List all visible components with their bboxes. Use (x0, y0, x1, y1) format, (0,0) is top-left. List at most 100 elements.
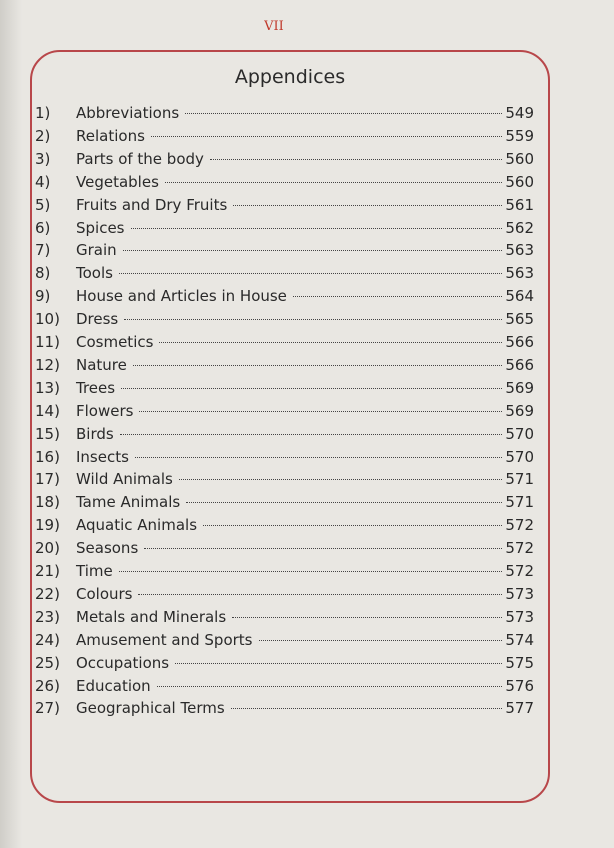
section-title: Appendices (234, 66, 346, 88)
entry-page: 566 (505, 333, 534, 351)
entry-label: Amusement and Sports (76, 630, 253, 649)
entry-page: 565 (505, 310, 534, 329)
entry-number: 23) (35, 607, 60, 626)
contents-entry: 13) Trees 569 (35, 379, 534, 401)
entry-page: 576 (505, 676, 534, 695)
entry-page: 574 (505, 630, 534, 649)
entry-page: 566 (505, 355, 534, 374)
contents-entry: 19) Aquatic Animals 572 (35, 516, 534, 538)
dot-leader (159, 342, 503, 343)
entry-page: 570 (505, 447, 534, 466)
entry-label: Wild Animals (76, 470, 173, 489)
entry-number: 5) (35, 195, 51, 214)
entry-label: Tame Animals (76, 493, 181, 512)
entry-number: 16) (35, 447, 60, 466)
entry-page: 563 (505, 241, 534, 260)
entry-label: Dress (76, 310, 119, 329)
dot-leader (122, 250, 503, 252)
dot-leader (164, 181, 503, 183)
contents-frame (30, 50, 550, 803)
entry-label: Colours (76, 584, 133, 603)
entry-number: 6) (35, 218, 51, 237)
entry-label: Parts of the body (76, 149, 204, 168)
contents-entry: 15) Birds 570 (35, 425, 534, 447)
entry-page: 577 (505, 699, 534, 718)
contents-entry: 11) Cosmetics 566 (35, 333, 534, 355)
entry-label: Grain (76, 241, 117, 260)
entry-label: House and Articles in House (76, 287, 287, 306)
contents-entry: 4) Vegetables 560 (35, 173, 534, 195)
entry-page: 571 (505, 470, 534, 489)
entry-number: 11) (35, 333, 60, 351)
dot-leader (132, 364, 503, 366)
contents-entry: 6) Spices 562 (35, 219, 534, 241)
entry-page: 573 (505, 584, 534, 603)
entry-label: Tools (76, 264, 113, 283)
dot-leader (178, 479, 503, 481)
entry-page: 573 (505, 607, 534, 626)
dot-leader (119, 433, 503, 435)
entry-label: Abbreviations (76, 104, 180, 122)
entry-number: 7) (35, 241, 51, 260)
contents-entry: 24) Amusement and Sports 574 (35, 631, 534, 653)
entry-number: 26) (35, 676, 60, 695)
entry-number: 27) (35, 699, 60, 718)
entry-number: 19) (35, 516, 60, 535)
contents-entry: 12) Nature 566 (35, 356, 534, 378)
entry-page: 572 (505, 516, 534, 535)
dot-leader (144, 548, 503, 550)
entry-page: 571 (505, 493, 534, 512)
entry-page: 549 (505, 104, 534, 122)
contents-entry: 2) Relations 559 (35, 127, 534, 149)
page-edge-shadow (0, 0, 22, 848)
dot-leader (138, 593, 503, 595)
entry-number: 24) (35, 630, 60, 649)
entry-number: 14) (35, 401, 60, 420)
entry-label: Geographical Terms (76, 699, 225, 718)
entry-page: 561 (505, 195, 534, 214)
page-number: VII (264, 19, 284, 34)
contents-entry: 14) Flowers 569 (35, 402, 534, 424)
entry-page: 570 (505, 424, 534, 443)
entry-number: 9) (35, 287, 51, 306)
entry-number: 3) (35, 149, 51, 168)
dot-leader (134, 456, 503, 458)
entry-label: Trees (76, 378, 116, 397)
dot-leader (233, 204, 503, 206)
dot-leader (258, 639, 503, 641)
entry-number: 8) (35, 264, 51, 283)
contents-entry: 9) House and Articles in House 564 (35, 287, 534, 309)
dot-leader (124, 319, 503, 321)
dot-leader (150, 135, 503, 137)
contents-entry: 27) Geographical Terms 577 (35, 699, 534, 721)
entry-number: 1) (35, 104, 51, 122)
entry-page: 562 (505, 218, 534, 237)
entry-page: 560 (505, 149, 534, 168)
entry-number: 10) (35, 310, 60, 329)
entry-number: 20) (35, 539, 60, 558)
entry-page: 560 (505, 172, 534, 191)
dot-leader (156, 685, 503, 687)
dot-leader (175, 662, 503, 664)
entry-label: Vegetables (76, 172, 159, 191)
entry-number: 21) (35, 562, 60, 580)
entry-number: 25) (35, 653, 60, 672)
entry-number: 12) (35, 355, 60, 374)
contents-entry: 10) Dress 565 (35, 310, 534, 332)
contents-entry: 3) Parts of the body 560 (35, 150, 534, 172)
dot-leader (232, 616, 503, 618)
dot-leader (209, 158, 503, 160)
entry-number: 17) (35, 470, 60, 489)
entry-label: Aquatic Animals (76, 516, 198, 535)
contents-entry: 17) Wild Animals 571 (35, 470, 534, 492)
contents-entry: 1) Abbreviations 549 (35, 104, 534, 126)
entry-page: 575 (505, 653, 534, 672)
entry-page: 564 (505, 287, 534, 306)
entry-label: Metals and Minerals (76, 607, 227, 626)
entry-label: Relations (76, 126, 145, 145)
entry-page: 559 (505, 126, 534, 145)
dot-leader (118, 273, 503, 275)
entry-number: 22) (35, 584, 60, 603)
contents-entry: 23) Metals and Minerals 573 (35, 608, 534, 630)
contents-entry: 21) Time 572 (35, 562, 534, 584)
